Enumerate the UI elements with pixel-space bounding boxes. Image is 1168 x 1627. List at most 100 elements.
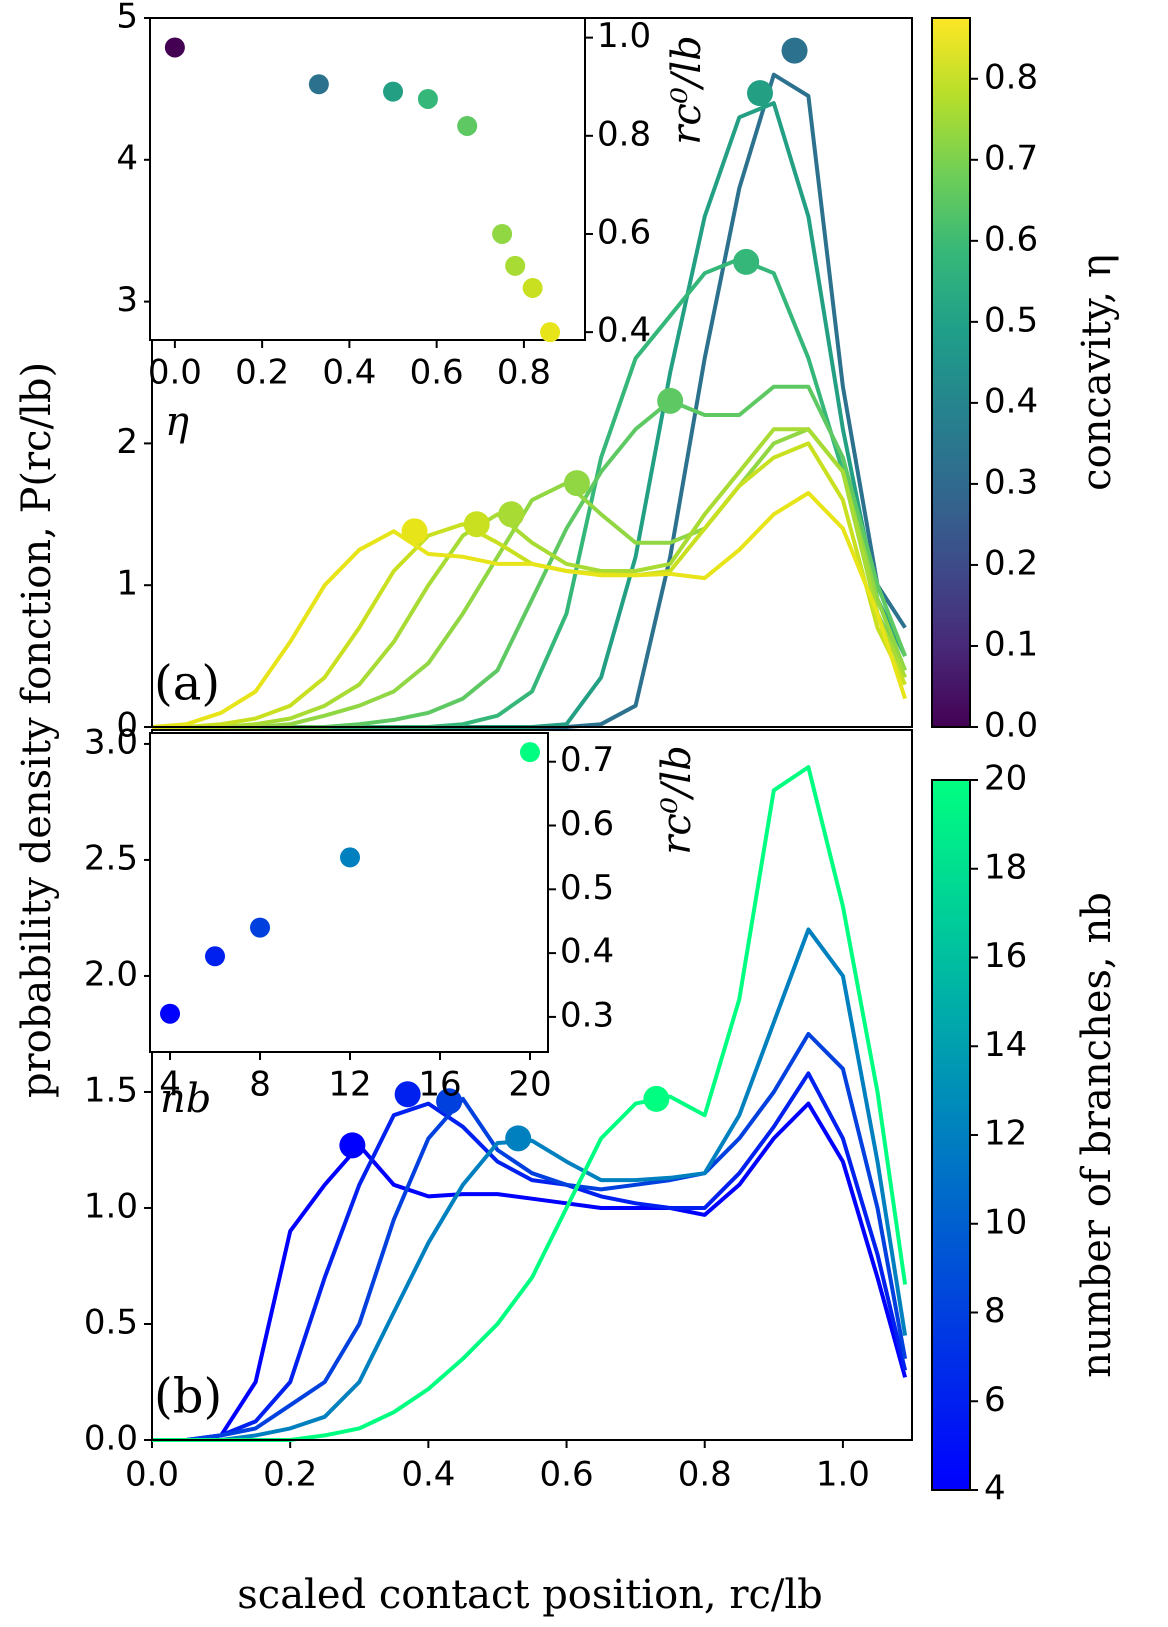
colorbar-tick-label: 0.6 — [984, 219, 1038, 259]
inset-point — [522, 277, 543, 298]
inset-x-label: η — [165, 399, 189, 445]
inset-y-tick-label: 0.6 — [597, 212, 651, 252]
colorbar-tick-label: 0.1 — [984, 624, 1038, 664]
colorbar-tick-label: 0.8 — [984, 57, 1038, 97]
x-tick-label: 0.4 — [401, 1455, 455, 1495]
colorbar-tick-label: 14 — [984, 1025, 1027, 1065]
inset-y-tick-label: 0.4 — [560, 932, 614, 972]
y-tick-label: 2 — [116, 422, 138, 462]
inset-y-tick-label: 1.0 — [597, 16, 651, 56]
y-tick-label: 1.0 — [84, 1186, 138, 1226]
x-tick-label: 0.0 — [125, 1455, 179, 1495]
series-line — [152, 441, 907, 729]
peak-marker — [733, 248, 760, 275]
colorbar-label: number of branches, nb — [1074, 892, 1120, 1378]
series-line — [151, 491, 908, 729]
series-line — [152, 1032, 908, 1442]
inset-y-label: rc⁰/lb — [654, 745, 700, 854]
colorbar-tick-label: 8 — [984, 1291, 1006, 1331]
peak-marker — [643, 1085, 670, 1112]
colorbar-tick-label: 16 — [984, 936, 1027, 976]
colorbar-tick-label: 4 — [984, 1469, 1006, 1509]
axes-frame — [151, 729, 913, 1441]
y-tick-label: 4 — [116, 138, 138, 178]
series-line — [152, 427, 907, 729]
series-line — [152, 427, 907, 729]
inset-x-tick-label: 16 — [418, 1065, 461, 1105]
inset-point — [492, 223, 513, 244]
inset-x-tick-label: 8 — [249, 1065, 271, 1105]
peak-marker — [505, 1125, 532, 1152]
series-line — [152, 1101, 908, 1442]
peak-marker — [401, 518, 428, 545]
peak-marker — [781, 37, 808, 64]
inset-x-tick-label: 20 — [508, 1065, 551, 1105]
y-tick-label: 3.0 — [84, 722, 138, 762]
y-tick-label: 2.5 — [84, 838, 138, 878]
inset-x-tick-label: 0.6 — [410, 353, 464, 393]
colorbar — [931, 17, 971, 728]
inset-y-tick-label: 0.8 — [597, 114, 651, 154]
x-tick-label: 0.6 — [540, 1455, 594, 1495]
inset-x-tick-label: 4 — [159, 1065, 181, 1105]
panel-label: (b) — [154, 1369, 222, 1425]
inset-point — [164, 37, 185, 58]
colorbar-tick-label: 20 — [984, 759, 1027, 799]
x-tick-label: 1.0 — [816, 1455, 870, 1495]
colorbar-label: concavity, η — [1074, 254, 1120, 491]
series-line — [152, 927, 908, 1442]
y-tick-label: 0.5 — [84, 1302, 138, 1342]
y-tick-label: 0.0 — [84, 1419, 138, 1459]
inset-point — [505, 255, 526, 276]
inset-y-label: rc⁰/lb — [664, 35, 710, 144]
colorbar-tick-label: 0.5 — [984, 300, 1038, 340]
peak-marker — [498, 501, 525, 528]
inset-x-tick-label: 0.0 — [148, 353, 202, 393]
inset-point — [160, 1003, 181, 1024]
colorbar-tick-label: 0.4 — [984, 381, 1038, 421]
inset-point — [417, 88, 438, 109]
inset-y-tick-label: 0.7 — [560, 740, 614, 780]
inset-x-tick-label: 0.2 — [235, 353, 289, 393]
y-tick-label: 0 — [116, 706, 138, 746]
colorbar-tick-label: 0.2 — [984, 543, 1038, 583]
x-axis-label: scaled contact position, rc/lb — [237, 1572, 822, 1618]
peak-marker — [339, 1132, 366, 1159]
inset-point — [540, 322, 561, 343]
colorbar — [931, 779, 971, 1491]
peak-marker — [563, 470, 590, 497]
inset-y-tick-label: 0.5 — [560, 868, 614, 908]
inset-background — [149, 732, 549, 1053]
inset-x-tick-label: 0.4 — [322, 353, 376, 393]
peak-marker — [747, 80, 773, 107]
y-tick-label: 5 — [116, 0, 138, 37]
panel-label: (a) — [154, 656, 220, 712]
inset-x-tick-label: 0.8 — [497, 353, 551, 393]
inset-x-tick-label: 12 — [328, 1065, 371, 1105]
series-line — [152, 1071, 908, 1442]
inset-point — [308, 74, 329, 95]
inset-point — [457, 115, 478, 136]
inset-y-tick-label: 0.3 — [560, 995, 614, 1035]
y-tick-label: 1.5 — [84, 1070, 138, 1110]
colorbar-tick-label: 12 — [984, 1114, 1027, 1154]
inset-point — [520, 742, 541, 763]
colorbar-tick-label: 0.0 — [984, 706, 1038, 746]
x-tick-label: 0.8 — [678, 1455, 732, 1495]
inset-x-label: nb — [160, 1076, 211, 1122]
inset-point — [383, 81, 404, 102]
peak-marker — [463, 511, 490, 538]
inset-background — [149, 17, 586, 341]
x-tick-label: 0.2 — [263, 1455, 317, 1495]
y-tick-label: 3 — [116, 280, 138, 320]
y-tick-label: 2.0 — [84, 954, 138, 994]
inset-y-tick-label: 0.6 — [560, 804, 614, 844]
inset-point — [205, 946, 226, 967]
peak-marker — [394, 1081, 421, 1108]
y-axis-label: probability density fonction, P(rc/lb) — [14, 362, 60, 1098]
colorbar-tick-label: 0.7 — [984, 138, 1038, 178]
colorbar-tick-label: 10 — [984, 1202, 1027, 1242]
y-tick-label: 1 — [116, 564, 138, 604]
inset-point — [340, 847, 361, 868]
